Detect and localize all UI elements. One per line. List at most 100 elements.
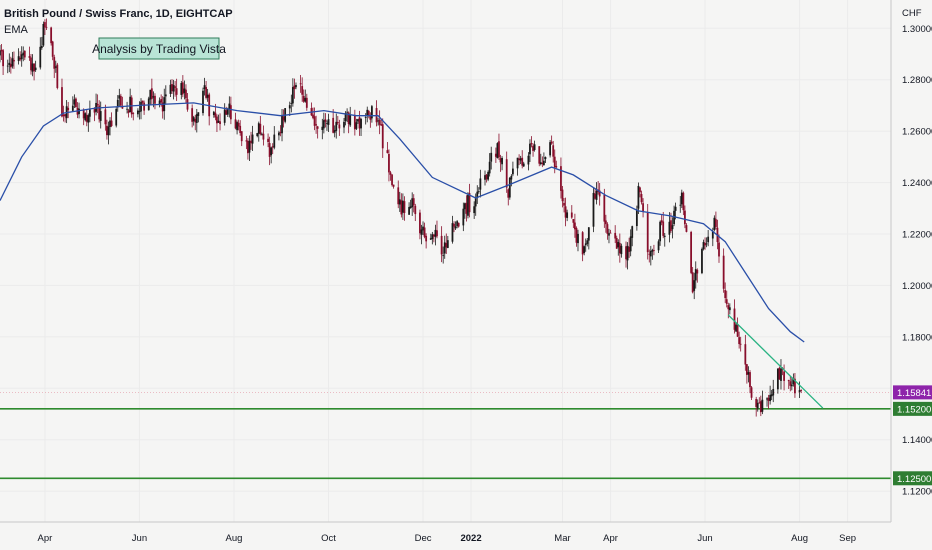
candle xyxy=(671,217,674,239)
x-tick-label: Jun xyxy=(697,533,712,544)
candle xyxy=(555,160,558,169)
candle xyxy=(304,89,307,103)
candle-body xyxy=(714,219,717,227)
candle-body xyxy=(488,161,491,174)
candle-body xyxy=(561,189,564,202)
candle-body xyxy=(549,142,551,156)
candle-body xyxy=(397,187,400,205)
x-axis-labels: Apr Jun Aug Oct Dec 2022 Mar Apr Jun Aug Sep xyxy=(38,533,857,544)
candle xyxy=(150,78,153,105)
support-level-tag-box xyxy=(893,401,932,416)
price-axis[interactable] xyxy=(892,0,932,522)
candle xyxy=(64,113,66,123)
candle-body xyxy=(401,200,404,213)
candle xyxy=(749,370,751,394)
candle-body xyxy=(691,272,694,293)
candle-body xyxy=(183,88,186,93)
candle-body xyxy=(778,367,781,380)
candle xyxy=(71,96,74,112)
candle xyxy=(251,125,254,151)
candle-body xyxy=(268,143,271,157)
candle xyxy=(73,94,76,109)
candle xyxy=(618,233,621,263)
candle-body xyxy=(682,192,685,211)
candle xyxy=(158,97,161,108)
candle xyxy=(521,150,524,169)
candle-body xyxy=(67,107,70,111)
candle xyxy=(161,96,164,119)
candle xyxy=(639,186,641,198)
ema-series[interactable] xyxy=(0,102,805,343)
candle-body xyxy=(85,114,88,122)
trendline[interactable] xyxy=(727,314,824,409)
candle-body xyxy=(234,119,237,129)
candle-body xyxy=(54,66,57,68)
candle-body xyxy=(175,88,178,95)
candle xyxy=(660,215,663,226)
candle xyxy=(494,147,497,163)
candle xyxy=(542,152,545,166)
candle xyxy=(479,169,482,198)
candle-body xyxy=(336,121,339,124)
x-tick-label: Aug xyxy=(791,533,808,544)
descending-trendline[interactable] xyxy=(727,314,824,409)
candle xyxy=(367,109,370,119)
candle xyxy=(54,60,57,73)
candle-body xyxy=(403,201,406,213)
candle xyxy=(237,119,240,131)
candle xyxy=(169,79,172,98)
candle-body xyxy=(673,210,675,225)
candle-body xyxy=(149,89,152,100)
indicator-label[interactable]: EMA xyxy=(4,24,29,36)
candle xyxy=(564,197,567,227)
candle-body xyxy=(137,110,139,115)
candle-body xyxy=(532,145,534,151)
x-tick-label: Oct xyxy=(321,533,336,544)
candle xyxy=(533,140,536,152)
candle-body xyxy=(736,324,739,337)
candle-body xyxy=(110,120,113,127)
candle xyxy=(412,194,415,213)
candle xyxy=(392,184,395,189)
candle-body xyxy=(431,234,434,240)
candle xyxy=(759,395,762,417)
time-axis[interactable] xyxy=(0,523,932,550)
candle xyxy=(278,130,280,141)
candle xyxy=(8,53,11,73)
candle-body xyxy=(278,132,280,136)
candle-body xyxy=(776,368,779,390)
candle xyxy=(561,185,564,208)
y-tick-label: 1.22000 xyxy=(902,230,932,241)
candle xyxy=(474,193,477,216)
candle xyxy=(434,224,437,246)
candle-body xyxy=(640,194,643,203)
candle-body xyxy=(6,65,9,67)
candle xyxy=(96,94,99,114)
candle-body xyxy=(505,159,508,188)
candle xyxy=(422,221,424,236)
candle xyxy=(609,229,612,234)
candle-body xyxy=(659,221,662,242)
candle-body xyxy=(28,56,31,58)
candle-body xyxy=(463,203,466,210)
candle-body xyxy=(17,56,20,61)
candle xyxy=(637,182,640,214)
candle xyxy=(679,196,682,213)
candle-body xyxy=(229,105,232,120)
candle-body xyxy=(685,225,688,232)
candle-body xyxy=(484,175,486,180)
candle-body xyxy=(787,380,790,382)
candle xyxy=(154,93,156,110)
candle xyxy=(736,317,739,337)
candle-body xyxy=(256,133,259,137)
y-tick-label: 1.28000 xyxy=(902,75,932,86)
candle-body xyxy=(728,307,731,311)
candle xyxy=(620,243,623,258)
analysis-note[interactable]: Analysis by Trading Vista xyxy=(92,37,226,60)
candle xyxy=(507,188,510,206)
candle xyxy=(566,209,569,222)
x-tick-label: Aug xyxy=(226,533,243,544)
candle xyxy=(462,202,465,232)
candle-body xyxy=(603,194,606,222)
